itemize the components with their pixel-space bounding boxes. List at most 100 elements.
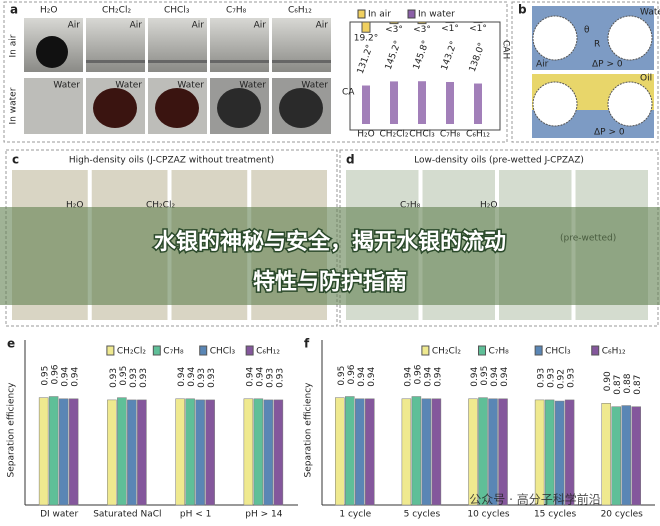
value-label: 0.94 [423,366,433,386]
cell-label: Water [53,81,80,91]
value-label: 0.87 [613,375,623,395]
bar [68,398,79,506]
value-label: 0.94 [187,366,197,386]
legend-swatch [534,345,543,356]
bar [362,85,370,124]
value-label: <3° [385,25,403,35]
x-tick-label: 20 cycles [601,510,644,520]
label: Water [640,8,660,18]
droplet [155,88,199,128]
bar [389,21,399,25]
value-label: 131.2° [356,44,376,76]
cell-label: Air [130,21,143,31]
panel-letter: d [346,153,355,167]
legend-label: CHCl₃ [210,347,236,357]
bar [611,406,621,506]
bar [498,398,508,506]
cell-label: Water [115,81,142,91]
bar [446,81,454,124]
value-label: 0.93 [275,368,285,388]
bar [478,397,488,506]
fiber [607,15,653,61]
legend-swatch [421,345,430,356]
film [210,60,269,63]
x-tick-label: DI water [40,510,78,520]
panel-title: High-density oils (J-CPZAZ without treat… [69,156,274,166]
bar [473,21,483,24]
bar [38,397,49,506]
bar [117,397,127,506]
cell-label: Water [177,81,204,91]
row-label: In water [9,87,19,124]
bar [273,399,284,506]
cell-label: Air [68,21,81,31]
value-label: <3° [413,25,431,35]
label: R [594,40,600,50]
legend-swatch [591,345,600,356]
photo-label: CH₂Cl₂ [146,201,175,211]
cell-label: Air [192,21,205,31]
legend-swatch [478,345,487,356]
bar [488,398,498,506]
value-label: 0.94 [255,366,265,386]
x-tick-label: C₇H₈ [440,130,461,140]
photo-label: C₇H₈ [400,201,421,211]
x-tick-label: 10 cycles [467,510,510,520]
value-label: 0.96 [51,364,61,384]
value-label: 0.95 [337,366,347,386]
value-label: 0.94 [71,366,81,386]
value-label: 0.96 [347,364,357,384]
value-label: <1° [469,24,487,34]
value-label: 145.2° [384,39,404,71]
cell-label: Water [239,81,266,91]
legend-label: C₆H₁₂ [602,347,626,357]
droplet [36,36,68,68]
bar [175,398,185,506]
legend-swatch [199,345,208,356]
value-label: 0.94 [245,366,255,386]
cell-label: Water [301,81,328,91]
x-tick-label: CHCl₃ [409,130,435,140]
bar [418,81,426,124]
x-tick-label: pH < 1 [180,510,211,520]
bar [601,403,611,506]
film [148,60,207,63]
value-label: 0.92 [557,369,567,389]
value-label: 0.94 [357,366,367,386]
label: Air [536,60,549,70]
value-label: 143.2° [440,40,460,72]
value-label: 0.95 [480,366,490,386]
label: ΔP > 0 [594,128,625,138]
value-label: 0.93 [139,368,149,388]
bar [544,399,555,506]
watermark: 公众号 · 高分子科学前沿 [469,492,600,507]
value-label: 0.94 [367,366,377,386]
bar [365,398,375,506]
column-header: C₇H₈ [226,6,247,16]
bar [390,81,398,124]
value-label: 0.94 [433,366,443,386]
film [272,60,331,63]
row-label: In air [9,34,19,57]
cell-label: Air [254,21,267,31]
x-tick-label: pH > 14 [245,510,282,520]
x-tick-label: 15 cycles [534,510,577,520]
x-tick-label: 1 cycle [339,510,371,520]
bar [335,397,345,506]
bar [417,21,427,25]
value-label: 0.93 [129,368,139,388]
x-tick-label: C₆H₁₂ [466,130,490,140]
value-label: 0.93 [197,368,207,388]
value-label: 0.94 [500,366,510,386]
x-tick-label: Saturated NaCl [93,510,161,520]
legend-swatch [245,345,254,356]
bar [185,398,195,506]
bar [137,399,147,506]
bar [107,399,117,506]
legend-label: CH₂Cl₂ [117,347,146,357]
legend-swatch [152,345,161,356]
bar [205,399,215,506]
panel-border [3,1,508,143]
column-header: CHCl₃ [164,6,190,16]
